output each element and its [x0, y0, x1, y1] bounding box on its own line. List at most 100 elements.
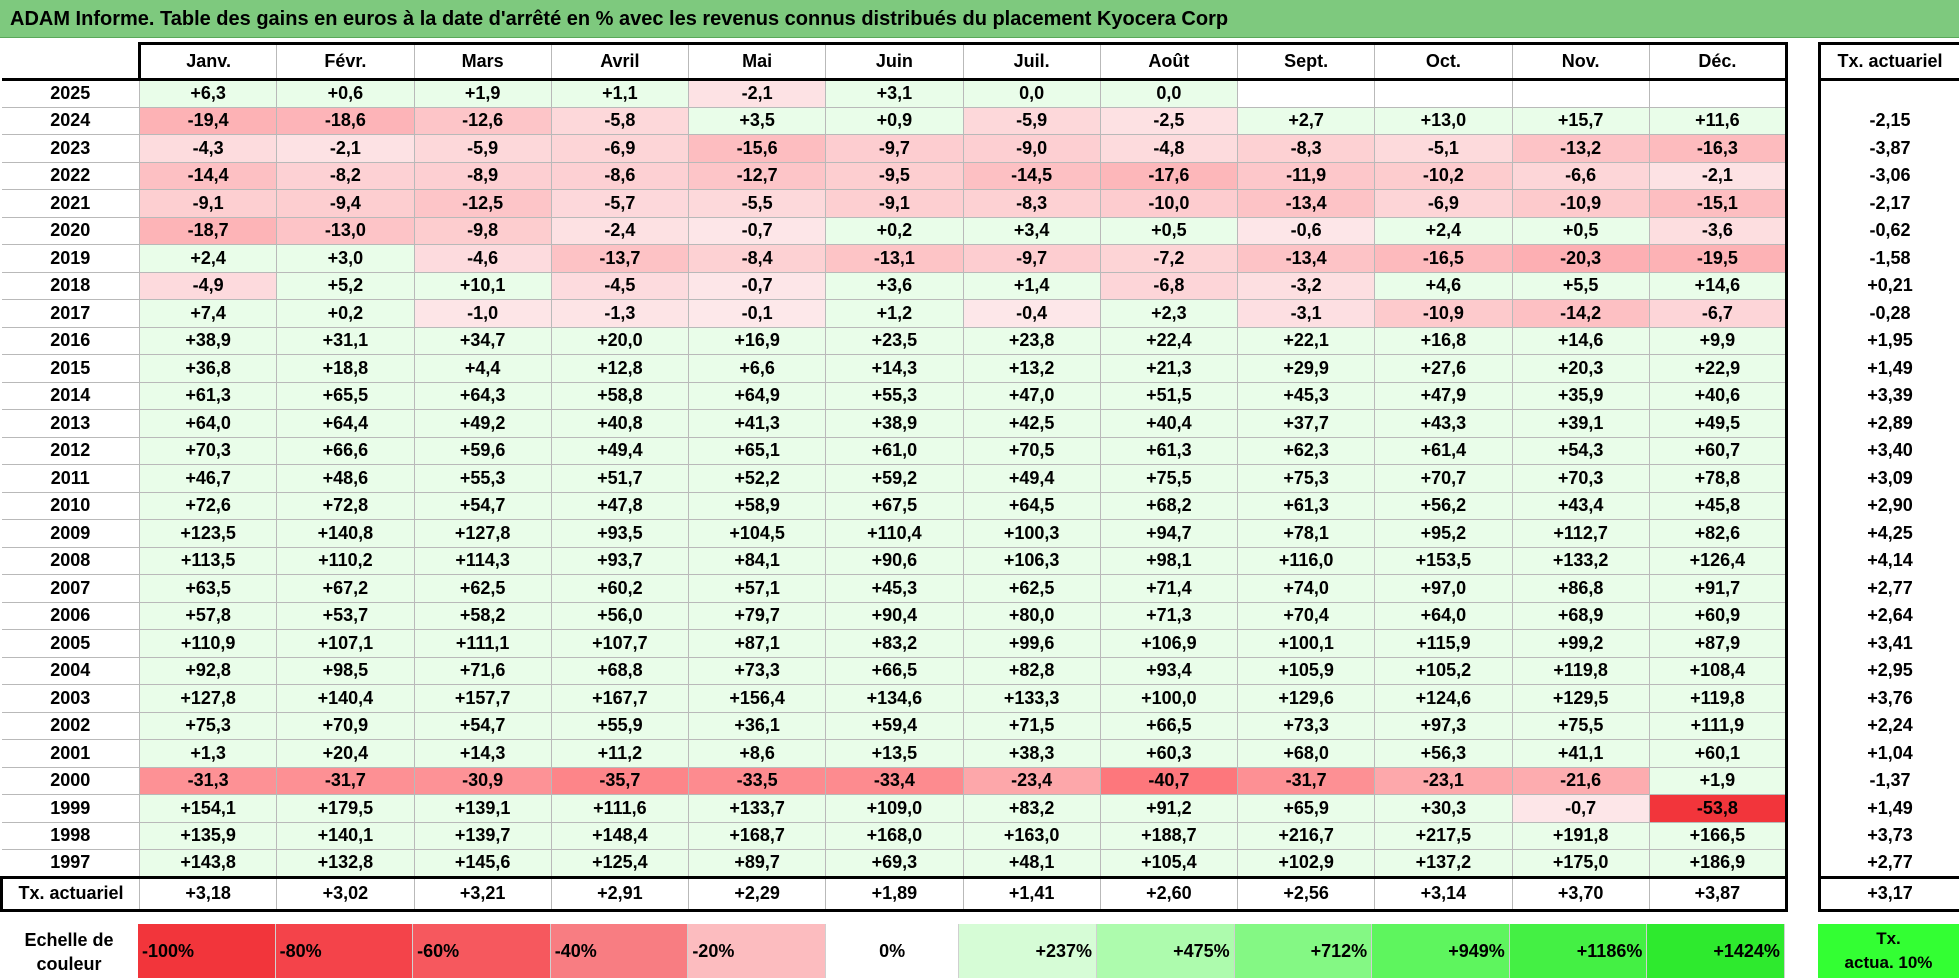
gain-cell: +79,7: [687, 601, 827, 630]
actuarial-row: +2,24: [1818, 712, 1959, 740]
gain-cell: -5,5: [687, 189, 827, 218]
gain-cell: +168,0: [825, 821, 964, 850]
actuarial-row: +2,90: [1818, 492, 1959, 520]
gain-cell: -6,8: [1099, 271, 1239, 300]
gain-cell: +54,7: [413, 711, 552, 740]
gain-cell: -13,4: [1236, 244, 1376, 273]
gain-cell: -0,7: [687, 216, 827, 245]
gain-cell: +127,8: [413, 519, 552, 548]
gain-cell: -4,6: [413, 244, 552, 273]
month-actuarial-total: +2,60: [1099, 875, 1239, 912]
gain-cell: -53,8: [1648, 794, 1789, 823]
gain-cell: -3,1: [1236, 299, 1376, 328]
gain-cell: +3,0: [276, 244, 415, 273]
gain-cell: +75,3: [138, 711, 278, 740]
gain-cell: +71,4: [1099, 574, 1239, 603]
gain-cell: -14,2: [1511, 299, 1650, 328]
actuarial-row: +0,21: [1818, 272, 1959, 300]
gain-cell: -4,5: [550, 271, 690, 300]
actuarial-row: -2,15: [1818, 107, 1959, 135]
year-row: 2014 +61,3 +65,5 +64,3 +58,8 +64,9 +55,3 +47,0 +…: [1, 381, 1789, 410]
gain-cell: +86,8: [1511, 574, 1650, 603]
gain-cell: +133,2: [1511, 546, 1650, 575]
year-label: 2008: [1, 546, 140, 575]
actuarial-total-row: Tx. actuariel +3,18 +3,02 +3,21 +2,91 +2,29 +1…: [0, 875, 1789, 912]
report-title: ADAM Informe. Table des gains en euros à…: [0, 0, 1959, 38]
gain-cell: +49,4: [962, 464, 1101, 493]
gain-cell: +98,1: [1099, 546, 1239, 575]
year-label: 2018: [1, 271, 140, 300]
year-row: 1997 +143,8 +132,8 +145,6 +125,4 +89,7 +69,3 +4…: [1, 849, 1789, 878]
year-label: 2012: [1, 436, 140, 465]
gain-cell: +109,0: [825, 794, 964, 823]
gain-cell: -18,7: [138, 216, 278, 245]
gain-cell: -5,8: [550, 106, 690, 135]
gain-cell: -0,7: [1511, 794, 1650, 823]
gain-cell: -5,1: [1374, 134, 1513, 163]
actuarial-cell: +1,04: [1818, 739, 1959, 767]
month-header: Juin: [825, 42, 964, 81]
year-row: 2005 +110,9 +107,1 +111,1 +107,7 +87,1 +83,2 +9…: [1, 629, 1789, 658]
gain-cell: +64,0: [138, 409, 278, 438]
gain-cell: +175,0: [1511, 849, 1650, 878]
gain-cell: +53,7: [276, 601, 415, 630]
gain-cell: +119,8: [1511, 656, 1650, 685]
gain-cell: +124,6: [1374, 684, 1513, 713]
gain-cell: +111,6: [550, 794, 690, 823]
gain-cell: +22,1: [1236, 326, 1376, 355]
gain-cell: +116,0: [1236, 546, 1376, 575]
actuarial-row: +4,25: [1818, 519, 1959, 547]
gain-cell: +110,4: [825, 519, 964, 548]
gain-cell: -6,9: [550, 134, 690, 163]
actuarial-row: +1,49: [1818, 354, 1959, 382]
gain-cell: +93,7: [550, 546, 690, 575]
gain-cell: +14,6: [1511, 326, 1650, 355]
gain-cell: +2,4: [1374, 216, 1513, 245]
gain-cell: +94,7: [1099, 519, 1239, 548]
gain-cell: +5,2: [276, 271, 415, 300]
gain-cell: -8,3: [1236, 134, 1376, 163]
gain-cell: +47,0: [962, 381, 1101, 410]
year-label: 2016: [1, 326, 140, 355]
gain-cell: +45,8: [1648, 491, 1789, 520]
gain-cell: +217,5: [1374, 821, 1513, 850]
gain-cell: +23,8: [962, 326, 1101, 355]
gain-cell: -8,4: [687, 244, 827, 273]
gain-cell: +111,1: [413, 629, 552, 658]
month-header: Oct.: [1374, 42, 1513, 81]
gain-cell: +57,8: [138, 601, 278, 630]
year-row: 1998 +135,9 +140,1 +139,7 +148,4 +168,7 +168,0…: [1, 821, 1789, 850]
gain-cell: +133,7: [687, 794, 827, 823]
actuarial-cell: -2,17: [1818, 189, 1959, 217]
gain-cell: +106,9: [1099, 629, 1239, 658]
gain-cell: +11,6: [1648, 106, 1789, 135]
gain-cell: +100,3: [962, 519, 1101, 548]
month-actuarial-total: +3,21: [413, 875, 552, 912]
gain-cell: -15,6: [687, 134, 827, 163]
month-header: Janv.: [137, 42, 278, 81]
month-header: Mars: [413, 42, 552, 81]
overall-actuarial-row: +3,17: [1818, 875, 1959, 912]
color-scale-step: +712%: [1234, 924, 1373, 978]
gain-cell: -5,9: [962, 106, 1101, 135]
gain-cell: +154,1: [138, 794, 278, 823]
gain-cell: +70,9: [276, 711, 415, 740]
gain-cell: +97,0: [1374, 574, 1513, 603]
gain-cell: -4,3: [138, 134, 278, 163]
actuarial-cell: +2,77: [1818, 849, 1959, 877]
gain-cell: +110,2: [276, 546, 415, 575]
year-label: 2023: [1, 134, 140, 163]
month-header: Août: [1099, 42, 1239, 81]
gain-cell: -17,6: [1099, 161, 1239, 190]
gain-cell: +54,3: [1511, 436, 1650, 465]
year-label: 2024: [1, 106, 140, 135]
gain-cell: +12,8: [550, 354, 690, 383]
year-label: 2020: [1, 216, 140, 245]
gain-cell: +45,3: [825, 574, 964, 603]
gain-cell: +156,4: [687, 684, 827, 713]
gain-cell: +0,6: [276, 79, 415, 108]
actuarial-cell: -0,62: [1818, 217, 1959, 245]
gain-cell: -19,4: [138, 106, 278, 135]
gain-cell: +107,7: [550, 629, 690, 658]
color-scale-label-line1: Echelle de: [24, 930, 114, 950]
